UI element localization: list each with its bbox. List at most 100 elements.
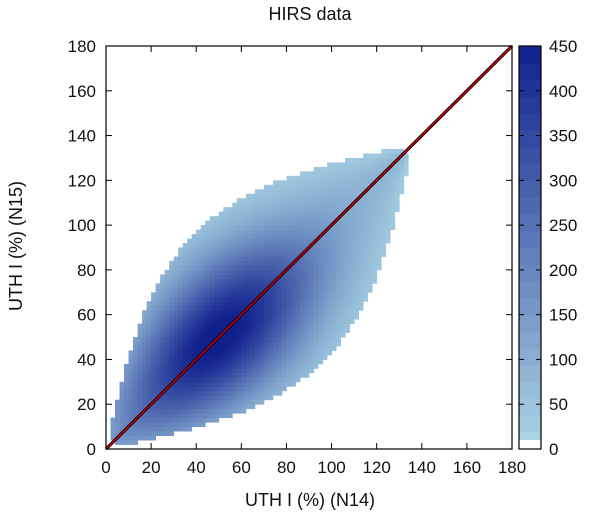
heatmap-cell (259, 346, 265, 351)
heatmap-cell (196, 417, 202, 423)
heatmap-cell (290, 337, 296, 342)
heatmap-cell (133, 422, 138, 428)
heatmap-cell (331, 292, 337, 298)
heatmap-cell (272, 229, 278, 235)
heatmap-cell (232, 368, 238, 374)
heatmap-cell (331, 319, 337, 325)
heatmap-cell (322, 337, 328, 342)
heatmap-cell (281, 381, 287, 387)
heatmap-cell (263, 247, 269, 253)
heatmap-cell (191, 328, 197, 333)
heatmap-cell (227, 296, 233, 302)
heatmap-cell (322, 198, 328, 204)
heatmap-cell (151, 328, 157, 333)
heatmap-cell (151, 386, 157, 392)
heatmap-cell (304, 265, 310, 271)
heatmap-cell (115, 408, 120, 414)
heatmap-cell (295, 301, 301, 307)
heatmap-cell (385, 175, 391, 181)
heatmap-cell (263, 184, 269, 190)
heatmap-cell (318, 314, 323, 320)
heatmap-cell (331, 346, 337, 351)
heatmap-cell (403, 157, 409, 163)
heatmap-cell (218, 265, 224, 271)
heatmap-cell (295, 368, 301, 374)
x-tick-label: 60 (232, 458, 251, 477)
heatmap-cell (164, 417, 170, 423)
heatmap-cell (227, 368, 233, 374)
heatmap-cell (110, 417, 116, 423)
heatmap-cell (363, 198, 369, 204)
heatmap-cell (340, 310, 346, 316)
heatmap-cell (372, 220, 378, 226)
heatmap-cell (277, 278, 283, 284)
heatmap-cell (236, 202, 242, 208)
heatmap-cell (354, 175, 360, 181)
heatmap-cell (182, 243, 188, 248)
heatmap-cell (390, 153, 396, 159)
heatmap-cell (209, 296, 215, 302)
heatmap-cell (218, 368, 224, 374)
heatmap-cell (182, 404, 188, 410)
heatmap-cell (128, 399, 134, 405)
heatmap-cell (268, 341, 274, 347)
heatmap-cell (236, 381, 242, 387)
heatmap-cell (160, 381, 166, 387)
heatmap-cell (290, 296, 296, 302)
heatmap-cell (372, 243, 378, 248)
heatmap-cell (178, 341, 184, 347)
heatmap-cell (205, 354, 211, 360)
heatmap-cell (281, 247, 287, 253)
heatmap-cell (142, 390, 147, 396)
heatmap-cell (205, 413, 211, 419)
heatmap-cell (340, 225, 346, 230)
heatmap-cell (372, 202, 378, 208)
heatmap-cell (250, 390, 256, 396)
heatmap-cell (218, 287, 224, 293)
heatmap-cell (227, 211, 233, 217)
heatmap-cell (349, 305, 355, 311)
heatmap-cell (115, 417, 120, 423)
heatmap-cell (309, 363, 314, 369)
heatmap-cell (309, 283, 314, 289)
colorbar-segment (519, 297, 541, 316)
heatmap-cell (367, 175, 373, 181)
heatmap-cell (160, 422, 166, 428)
heatmap-cell (232, 323, 238, 329)
heatmap-cell (214, 359, 220, 365)
heatmap-cell (245, 399, 251, 405)
heatmap-cell (187, 292, 193, 298)
heatmap-cell (358, 180, 364, 186)
heatmap-cell (286, 292, 292, 298)
heatmap-cell (354, 171, 360, 177)
heatmap-cell (218, 292, 224, 298)
heatmap-cell (223, 243, 229, 248)
heatmap-cell (187, 381, 193, 387)
heatmap-cell (205, 319, 211, 325)
heatmap-cell (191, 417, 197, 423)
heatmap-cell (133, 399, 138, 405)
heatmap-cell (354, 251, 360, 257)
heatmap-cell (160, 341, 166, 347)
heatmap-cell (259, 381, 265, 387)
heatmap-cell (218, 408, 224, 414)
heatmap-cell (164, 359, 170, 365)
heatmap-cell (227, 341, 233, 347)
colorbar-segment (519, 348, 541, 366)
heatmap-cell (200, 395, 206, 401)
heatmap-cell (196, 247, 202, 253)
heatmap-cell (295, 274, 301, 280)
heatmap-cell (214, 274, 220, 280)
heatmap-cell (295, 283, 301, 289)
heatmap-cell (295, 377, 301, 383)
heatmap-cell (322, 234, 328, 239)
y-tick-label: 40 (77, 350, 96, 369)
heatmap-cell (363, 193, 369, 199)
heatmap-cell (318, 189, 323, 195)
heatmap-cell (160, 350, 166, 356)
heatmap-cell (191, 413, 197, 419)
heatmap-cell (232, 404, 238, 410)
heatmap-cell (241, 202, 247, 208)
heatmap-cell (281, 251, 287, 257)
heatmap-cell (358, 234, 364, 239)
